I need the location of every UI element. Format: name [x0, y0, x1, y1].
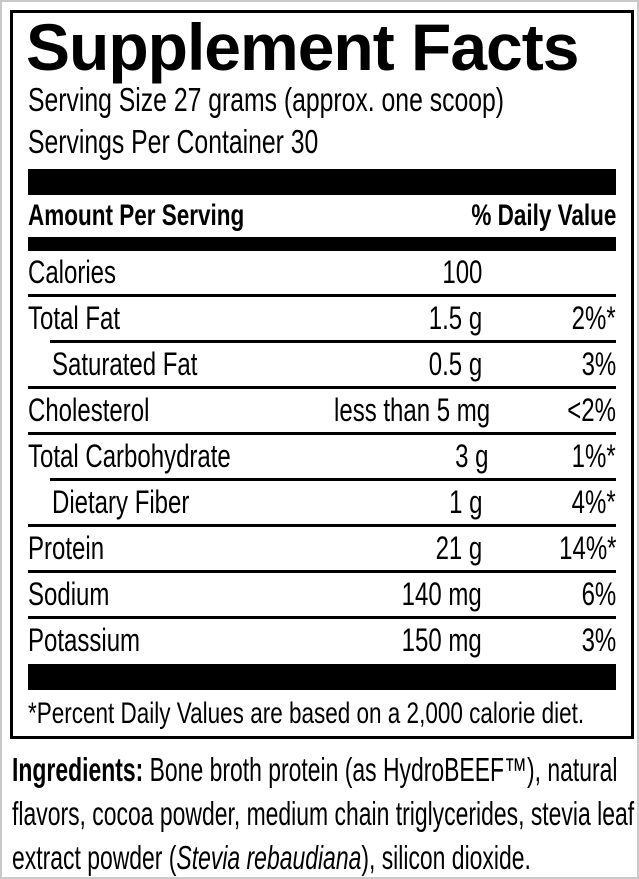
row-divider [28, 432, 616, 435]
nutrient-amount: 140 mg [401, 576, 482, 612]
daily-value-footnote: *Percent Daily Values are based on a 2,0… [28, 690, 616, 738]
nutrient-row-total-carbohydrate: Total Carbohydrate 3 g 1%* [28, 435, 616, 478]
nutrient-amount: 3 g [455, 438, 489, 474]
separator-bar-top [28, 169, 616, 195]
row-divider [28, 524, 616, 527]
nutrient-name: Total Carbohydrate [28, 438, 231, 474]
ingredients-paragraph: Ingredients: Bone broth protein (as Hydr… [12, 748, 637, 877]
column-header-row: Amount Per Serving % Daily Value [28, 195, 616, 237]
nutrient-name: Calories [28, 254, 117, 290]
nutrient-name: Saturated Fat [52, 346, 198, 382]
ingredients-text-before-italic: Bone broth protein (as HydroBEEF™), natu… [12, 751, 635, 876]
supplement-facts-panel: Supplement Facts Serving Size 27 grams (… [10, 10, 634, 739]
row-divider [28, 386, 616, 389]
daily-value-footnote-text: *Percent Daily Values are based on a 2,0… [28, 697, 585, 730]
nutrient-row-cholesterol: Cholesterol less than 5 mg <2% [28, 389, 616, 432]
row-divider-indented [50, 478, 616, 481]
ingredients-species-name: Stevia rebaudiana [176, 839, 362, 876]
nutrient-dv: 14%* [558, 530, 616, 566]
nutrient-name: Dietary Fiber [52, 484, 190, 520]
nutrient-row-calories: Calories 100 [28, 251, 616, 294]
nutrient-row-sodium: Sodium 140 mg 6% [28, 573, 616, 616]
separator-bar-header [28, 237, 616, 251]
ingredients-label: Ingredients: [12, 751, 144, 788]
nutrient-dv: 6% [581, 576, 616, 612]
row-divider [28, 570, 616, 573]
nutrient-amount: 1.5 g [428, 300, 482, 336]
nutrient-row-total-fat: Total Fat 1.5 g 2%* [28, 297, 616, 340]
row-divider-indented [50, 340, 616, 343]
nutrient-name: Potassium [28, 622, 141, 658]
nutrient-amount: 150 mg [401, 622, 482, 658]
separator-bar-bottom [28, 664, 616, 690]
servings-per-container-line: Servings Per Container 30 [28, 121, 616, 163]
row-divider [28, 294, 616, 297]
nutrient-name: Total Fat [28, 300, 121, 336]
nutrient-row-potassium: Potassium 150 mg 3% [28, 619, 616, 662]
nutrient-dv: 4%* [571, 484, 616, 520]
nutrient-row-saturated-fat: Saturated Fat 0.5 g 3% [28, 343, 616, 386]
nutrient-amount: 100 [441, 254, 482, 290]
nutrient-name: Protein [28, 530, 105, 566]
nutrient-dv: 2%* [571, 300, 616, 336]
servings-per-container-text: Servings Per Container 30 [28, 123, 319, 160]
nutrient-dv: 3% [581, 346, 616, 382]
nutrient-name: Sodium [28, 576, 110, 612]
nutrient-amount: less than 5 mg [334, 392, 491, 428]
ingredients-text-after-italic: ), silicon dioxide. [361, 839, 531, 876]
row-divider [28, 616, 616, 619]
nutrient-name: Cholesterol [28, 392, 150, 428]
column-header-amount: Amount Per Serving [28, 199, 245, 232]
serving-size-line: Serving Size 27 grams (approx. one scoop… [28, 79, 616, 121]
nutrient-amount: 21 g [435, 530, 482, 566]
nutrient-row-protein: Protein 21 g 14%* [28, 527, 616, 570]
nutrient-dv [482, 254, 616, 291]
nutrient-dv: 1%* [571, 438, 616, 474]
serving-size-text: Serving Size 27 grams (approx. one scoop… [28, 81, 504, 118]
column-header-daily-value: % Daily Value [470, 199, 616, 232]
nutrient-dv: 3% [581, 622, 616, 658]
nutrient-amount: 0.5 g [428, 346, 482, 382]
nutrient-row-dietary-fiber: Dietary Fiber 1 g 4%* [28, 481, 616, 524]
nutrient-dv: <2% [567, 392, 616, 428]
panel-title: Supplement Facts [26, 10, 579, 84]
nutrient-amount: 1 g [448, 484, 482, 520]
